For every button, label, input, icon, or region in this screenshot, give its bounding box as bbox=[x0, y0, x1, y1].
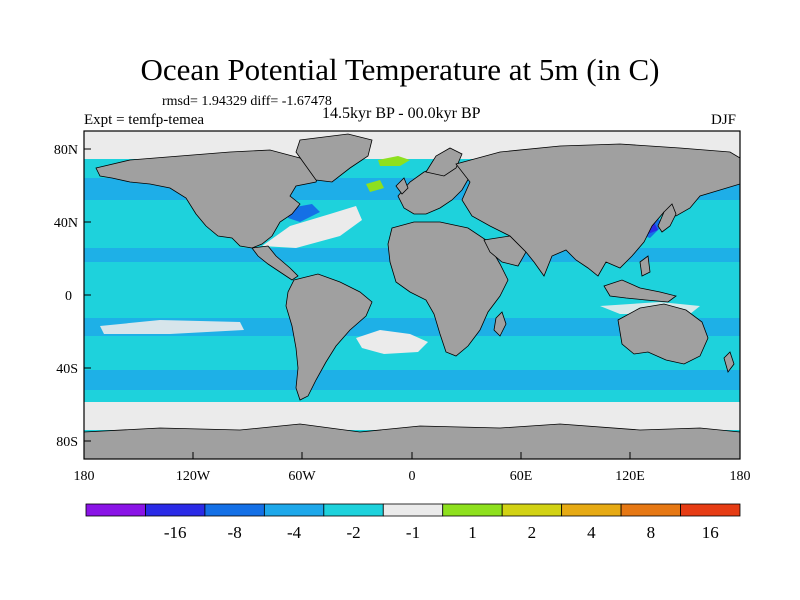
southern-ice-edge bbox=[84, 402, 740, 430]
colorbar-label: -8 bbox=[228, 523, 242, 542]
ocean-band-south bbox=[84, 370, 740, 390]
land-masses bbox=[84, 133, 740, 459]
land-europe bbox=[397, 163, 471, 215]
x-tick-label: 0 bbox=[409, 469, 416, 484]
map-field bbox=[84, 131, 740, 459]
colorbar-label: 2 bbox=[528, 523, 537, 542]
colorbar-label: 16 bbox=[702, 523, 719, 542]
colorbar-label: 1 bbox=[468, 523, 477, 542]
land-new-zealand bbox=[723, 351, 735, 373]
land-japan bbox=[657, 203, 677, 233]
colorbar-label: -1 bbox=[406, 523, 420, 542]
land-africa bbox=[387, 221, 509, 357]
colorbar-box bbox=[263, 503, 325, 517]
land-philippines bbox=[639, 255, 651, 277]
land-asia bbox=[455, 143, 740, 277]
pacific-streak-1 bbox=[100, 320, 244, 334]
x-tick-label: 120E bbox=[615, 469, 645, 484]
colorbar-box bbox=[382, 503, 444, 517]
colorbar-label: 4 bbox=[587, 523, 596, 542]
colorbar: -16 -8 -4 -2 -1 1 2 4 8 16 bbox=[85, 503, 741, 542]
south-atlantic-patch bbox=[356, 330, 428, 354]
x-tick-label: 60E bbox=[510, 469, 533, 484]
warm-patch-iceland bbox=[366, 180, 384, 192]
land-uk bbox=[395, 177, 409, 195]
x-tick-label: 120W bbox=[176, 469, 211, 484]
colorbar-box bbox=[501, 503, 563, 517]
land-antarctica bbox=[84, 423, 740, 459]
y-tick-label: 0 bbox=[65, 289, 72, 304]
colorbar-box bbox=[680, 503, 741, 517]
land-australia bbox=[617, 303, 709, 365]
y-tick-label: 80N bbox=[54, 143, 78, 158]
land-greenland bbox=[295, 133, 373, 183]
land-central-america bbox=[251, 245, 299, 281]
land-scandinavia bbox=[425, 147, 463, 177]
colorbar-label: -4 bbox=[287, 523, 302, 542]
x-tick-label: 60W bbox=[288, 469, 316, 484]
colorbar-box bbox=[85, 503, 146, 517]
colorbar-label: 8 bbox=[647, 523, 656, 542]
land-indonesia bbox=[603, 279, 677, 303]
period-label: 14.5kyr BP - 00.0kyr BP bbox=[322, 105, 481, 122]
colorbar-label: -2 bbox=[346, 523, 360, 542]
y-tick-label: 80S bbox=[56, 435, 78, 450]
colorbar-label: -16 bbox=[164, 523, 187, 542]
land-north-america bbox=[95, 149, 321, 249]
colorbar-box bbox=[442, 503, 503, 517]
land-south-america bbox=[285, 273, 373, 401]
north-atlantic-patch bbox=[262, 206, 362, 248]
x-tick-label: 180 bbox=[730, 469, 751, 484]
colorbar-box bbox=[145, 503, 206, 517]
experiment-label: Expt = temfp-temea bbox=[84, 112, 205, 128]
y-tick-label: 40N bbox=[54, 216, 78, 231]
stats-line: rmsd= 1.94329 diff= -1.67478 bbox=[162, 94, 332, 109]
season-label: DJF bbox=[711, 112, 737, 128]
land-madagascar bbox=[493, 311, 507, 337]
colorbar-box bbox=[561, 503, 622, 517]
colorbar-box bbox=[204, 503, 265, 517]
x-tick-label: 180 bbox=[74, 469, 95, 484]
colorbar-box bbox=[323, 503, 384, 517]
warm-patch-nordic bbox=[378, 156, 410, 166]
map-title: Ocean Potential Temperature at 5m (in C) bbox=[140, 52, 660, 87]
colorbar-box bbox=[620, 503, 681, 517]
y-tick-label: 40S bbox=[56, 362, 78, 377]
tick-marks bbox=[83, 148, 741, 459]
ocean-band-tropics-south bbox=[84, 318, 740, 336]
